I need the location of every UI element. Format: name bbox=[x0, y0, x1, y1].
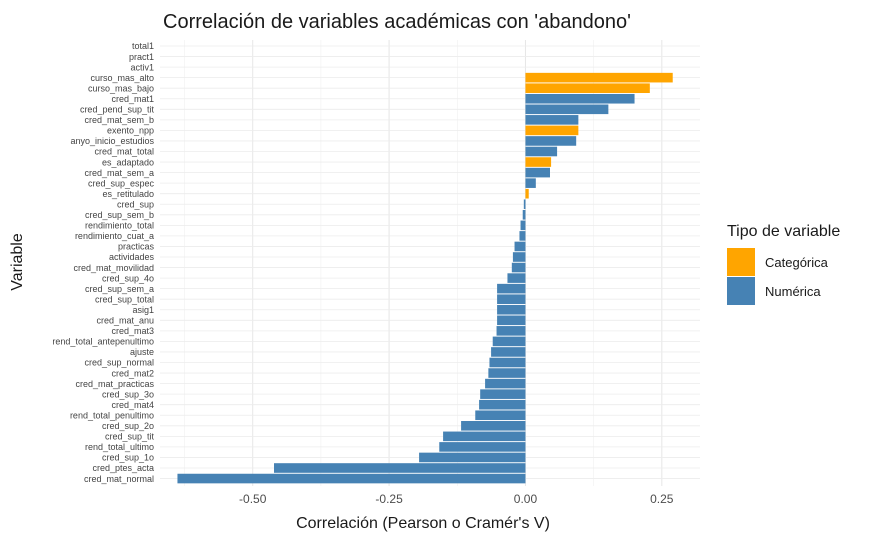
bar-cred_mat_normal bbox=[177, 473, 526, 484]
bar-rend_total_penultimo bbox=[475, 410, 526, 421]
y-tick-label: cred_mat_total bbox=[94, 147, 154, 157]
y-tick-label: cred_mat4 bbox=[111, 400, 154, 410]
legend-swatch-numerica bbox=[727, 277, 755, 305]
y-tick-label: practicas bbox=[118, 242, 155, 252]
bar-anyo_inicio_estudios bbox=[525, 136, 577, 146]
y-tick-label: cred_mat_normal bbox=[84, 474, 154, 484]
y-tick-label: activ1 bbox=[130, 62, 154, 72]
bar-rend_total_ultimo bbox=[439, 442, 526, 452]
bar-rendimiento_cuat_a bbox=[519, 231, 526, 241]
bar-cred_sup_sem_b bbox=[522, 210, 526, 220]
bar-es_retitulado bbox=[525, 188, 529, 199]
bar-cred_sup_sem_a bbox=[497, 283, 526, 294]
y-tick-label: cred_sup_normal bbox=[84, 358, 154, 368]
bar-cred_mat_sem_a bbox=[525, 167, 550, 178]
y-tick-label: cred_mat1 bbox=[111, 94, 154, 104]
legend-label-categorica: Categórica bbox=[765, 255, 829, 270]
bar-cred_mat_anu bbox=[497, 315, 526, 326]
bar-rend_total_antepenultimo bbox=[492, 336, 526, 347]
y-tick-label: total1 bbox=[132, 41, 154, 51]
y-tick-label: ajuste bbox=[130, 347, 154, 357]
y-tick-label: cred_ptes_acta bbox=[92, 463, 154, 473]
x-tick-label: 0.25 bbox=[650, 492, 674, 506]
x-tick-label: -0.25 bbox=[375, 492, 403, 506]
y-tick-labels: total1pract1activ1curso_mas_altocurso_ma… bbox=[52, 41, 154, 484]
bar-cred_sup_4o bbox=[507, 273, 526, 283]
y-tick-label: pract1 bbox=[129, 52, 154, 62]
bar-exento_npp bbox=[525, 125, 579, 136]
y-tick-label: asig1 bbox=[132, 305, 154, 315]
bar-cred_sup_tit bbox=[443, 431, 526, 442]
bars bbox=[177, 72, 673, 484]
y-tick-label: rendimiento_cuat_a bbox=[75, 231, 154, 241]
y-tick-label: rend_total_penultimo bbox=[70, 410, 154, 420]
legend-label-numerica: Numérica bbox=[765, 284, 821, 299]
bar-cred_sup_2o bbox=[461, 421, 526, 431]
y-tick-label: cred_sup_3o bbox=[102, 389, 154, 399]
y-tick-label: cred_sup_espec bbox=[88, 178, 155, 188]
bar-curso_mas_alto bbox=[525, 72, 673, 83]
y-tick-label: rend_total_ultimo bbox=[85, 442, 154, 452]
y-tick-label: es_retitulado bbox=[102, 189, 154, 199]
y-tick-label: rend_total_antepenultimo bbox=[52, 337, 154, 347]
bar-cred_sup_espec bbox=[525, 178, 536, 188]
y-tick-label: cred_mat_sem_b bbox=[84, 115, 154, 125]
bar-cred_pend_sup_tit bbox=[525, 104, 609, 115]
bar-cred_mat_sem_b bbox=[525, 115, 579, 125]
y-tick-label: cred_sup_sem_b bbox=[85, 210, 154, 220]
bar-cred_mat4 bbox=[479, 399, 526, 410]
x-tick-labels: -0.50 -0.25 0.00 0.25 bbox=[239, 492, 674, 506]
bar-actividades bbox=[512, 252, 526, 262]
bar-cred_mat3 bbox=[496, 326, 526, 336]
bar-asig1 bbox=[497, 304, 526, 315]
bar-cred_sup_3o bbox=[480, 389, 526, 399]
legend-title: Tipo de variable bbox=[727, 223, 840, 240]
y-tick-label: cred_mat_anu bbox=[96, 316, 154, 326]
legend: Tipo de variable Categórica Numérica bbox=[727, 223, 840, 305]
bar-practicas bbox=[514, 241, 526, 252]
bar-es_adaptado bbox=[525, 157, 552, 167]
y-tick-label: cred_mat_sem_a bbox=[84, 168, 154, 178]
y-tick-label: anyo_inicio_estudios bbox=[70, 136, 154, 146]
x-tick-label: -0.50 bbox=[239, 492, 267, 506]
y-tick-label: cred_sup_4o bbox=[102, 273, 154, 283]
bar-rendimiento_total bbox=[520, 220, 526, 231]
y-tick-label: exento_npp bbox=[107, 126, 154, 136]
x-axis-title: Correlación (Pearson o Cramér's V) bbox=[296, 515, 550, 532]
bar-ajuste bbox=[491, 347, 526, 357]
legend-swatch-categorica bbox=[727, 248, 755, 276]
y-tick-label: cred_pend_sup_tit bbox=[80, 105, 155, 115]
bar-cred_sup_1o bbox=[419, 452, 526, 463]
y-tick-label: cred_sup_1o bbox=[102, 453, 154, 463]
y-tick-label: curso_mas_alto bbox=[90, 73, 154, 83]
y-tick-label: es_adaptado bbox=[102, 157, 154, 167]
y-tick-label: cred_sup_tit bbox=[105, 432, 155, 442]
y-tick-label: cred_mat3 bbox=[111, 326, 154, 336]
y-tick-label: cred_sup bbox=[117, 199, 154, 209]
bar-cred_mat1 bbox=[525, 93, 635, 104]
bar-cred_mat2 bbox=[488, 368, 526, 378]
y-tick-label: cred_mat_practicas bbox=[75, 379, 154, 389]
y-tick-label: cred_sup_total bbox=[95, 294, 154, 304]
y-tick-label: cred_mat2 bbox=[111, 368, 154, 378]
y-tick-label: rendimiento_total bbox=[85, 221, 154, 231]
y-tick-label: curso_mas_bajo bbox=[88, 83, 154, 93]
bar-curso_mas_bajo bbox=[525, 83, 650, 93]
bar-cred_ptes_acta bbox=[274, 463, 526, 473]
bar-cred_mat_practicas bbox=[485, 378, 526, 389]
y-axis-title: Variable bbox=[9, 233, 26, 291]
bar-cred_mat_movilidad bbox=[511, 262, 526, 273]
y-tick-label: actividades bbox=[109, 252, 155, 262]
y-tick-label: cred_sup_sem_a bbox=[85, 284, 154, 294]
bar-cred_sup_total bbox=[497, 294, 526, 304]
y-tick-label: cred_sup_2o bbox=[102, 421, 154, 431]
chart-title: Correlación de variables académicas con … bbox=[163, 11, 631, 33]
bar-cred_sup_normal bbox=[489, 357, 526, 368]
y-tick-label: cred_mat_movilidad bbox=[73, 263, 154, 273]
grid bbox=[160, 40, 700, 486]
bar-cred_mat_total bbox=[525, 146, 558, 157]
x-tick-label: 0.00 bbox=[514, 492, 538, 506]
bar-cred_sup bbox=[523, 199, 526, 210]
